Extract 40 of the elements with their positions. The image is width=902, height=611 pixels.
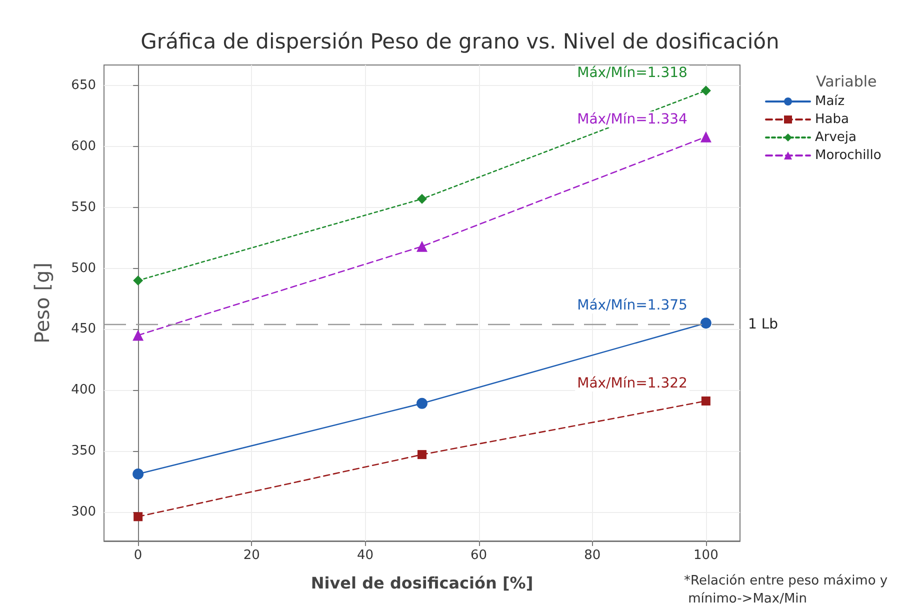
x-axis-title: Nivel de dosificación [%] <box>310 574 534 592</box>
x-tick-label: 0 <box>134 548 142 563</box>
legend-title: Variable <box>816 72 877 90</box>
y-tick-label: 500 <box>71 260 96 276</box>
point <box>418 450 426 460</box>
point <box>132 330 144 341</box>
legend-label: Morochillo <box>815 148 882 163</box>
x-tick-label: 80 <box>584 548 601 563</box>
y-axis-title: Peso [g] <box>30 262 54 344</box>
legend-label: Arveja <box>815 130 857 145</box>
chart-title: Gráfica de dispersión Peso de grano vs. Nivel de dosificación <box>140 30 780 54</box>
y-tick-label: 550 <box>71 200 96 215</box>
y-tick-label: 350 <box>71 443 96 458</box>
point <box>700 86 711 96</box>
annotation: Máx/Mín=1.334 <box>577 111 688 128</box>
x-tick-label: 40 <box>356 548 374 563</box>
annotation: Máx/Mín=1.322 <box>577 376 688 392</box>
y-tick-label: 300 <box>71 504 96 520</box>
point <box>416 398 428 409</box>
x-tick-label: 100 <box>694 548 718 563</box>
annotation: Máx/Mín=1.318 <box>577 65 688 82</box>
point <box>416 240 428 252</box>
annotation: Máx/Mín=1.375 <box>577 298 688 314</box>
point <box>700 318 712 329</box>
ref-line-label: 1 Lb <box>748 316 778 332</box>
y-tick-label: 600 <box>71 139 96 154</box>
point <box>700 131 712 142</box>
y-tick-label: 400 <box>71 382 96 398</box>
y-tick-label: 450 <box>71 322 96 337</box>
x-tick-label: 20 <box>243 548 260 563</box>
x-tick-label: 60 <box>470 548 488 563</box>
y-tick-label: 650 <box>71 78 96 94</box>
point <box>133 275 144 286</box>
point <box>417 194 427 204</box>
legend-label: Maíz <box>815 94 845 109</box>
point <box>701 396 710 406</box>
point <box>132 468 144 480</box>
legend-label: Haba <box>815 112 849 127</box>
text: *Relación entre peso máximo y mínimo->Max/Min <box>684 574 888 606</box>
point <box>134 512 143 522</box>
